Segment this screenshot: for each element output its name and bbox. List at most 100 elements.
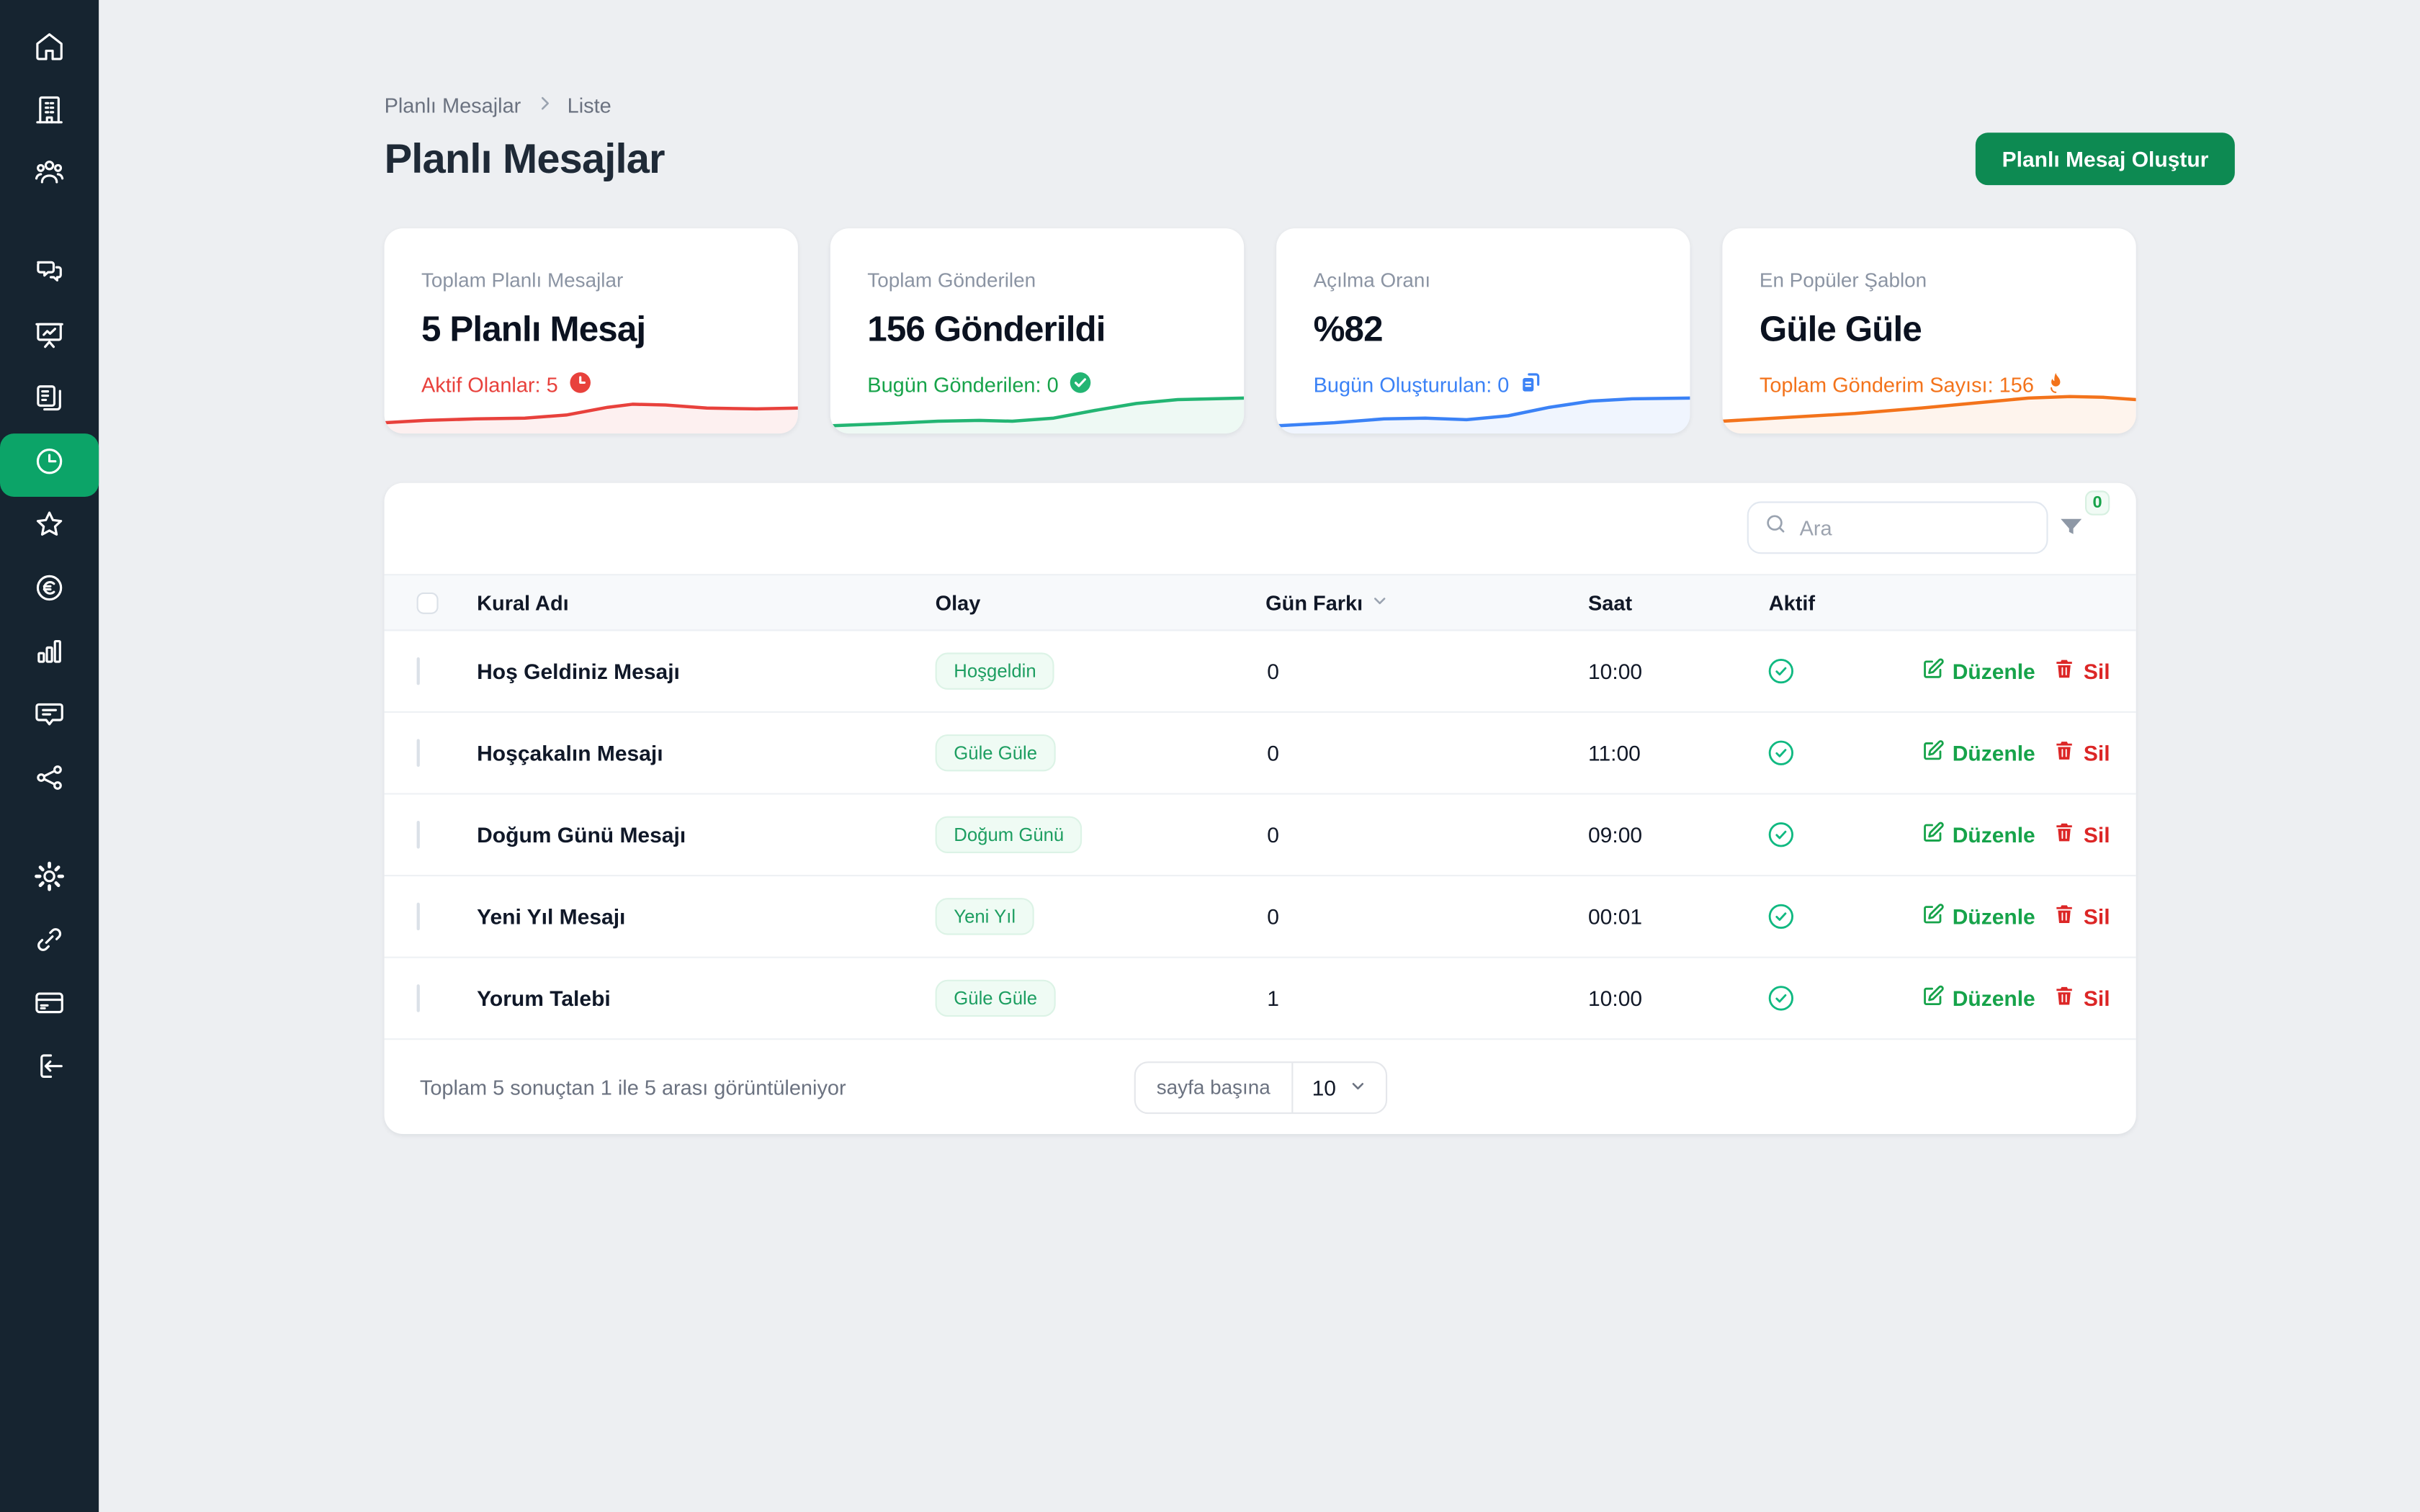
- clock-icon: [32, 444, 66, 486]
- edit-pencil-icon: [1922, 657, 1945, 685]
- bar-chart-icon: [32, 634, 66, 676]
- event-badge: Hoşgeldin: [935, 652, 1055, 690]
- clock-badge-icon: [568, 370, 592, 400]
- edit-button[interactable]: Düzenle: [1922, 821, 2035, 849]
- trash-icon: [2053, 739, 2076, 767]
- time-value: 10:00: [1588, 659, 1643, 684]
- flame-icon: [2043, 370, 2068, 400]
- active-check-icon: [1765, 737, 1796, 768]
- search-icon: [1764, 512, 1787, 543]
- row-checkbox[interactable]: [416, 821, 420, 849]
- day-diff-value: 0: [1267, 904, 1279, 929]
- stat-label: Açılma Oranı: [1313, 268, 1431, 292]
- select-all-checkbox[interactable]: [416, 591, 439, 613]
- trash-icon: [2053, 657, 2076, 685]
- stat-card-total-sent: Toplam Gönderilen 156 Gönderildi Bugün G…: [830, 228, 1245, 434]
- home-icon: [32, 30, 66, 71]
- stat-value: %82: [1313, 308, 1384, 349]
- sidebar-item-payments[interactable]: [0, 560, 99, 624]
- breadcrumb-item-current[interactable]: Liste: [567, 94, 611, 117]
- sidebar-item-analytics[interactable]: [0, 624, 99, 687]
- row-checkbox[interactable]: [416, 739, 420, 767]
- column-header-event: Olay: [935, 590, 981, 614]
- time-value: 10:00: [1588, 986, 1643, 1011]
- sidebar-item-templates[interactable]: [0, 370, 99, 433]
- row-checkbox[interactable]: [416, 984, 420, 1012]
- edit-pencil-icon: [1922, 821, 1945, 849]
- sidebar-item-settings[interactable]: [0, 849, 99, 912]
- edit-pencil-icon: [1922, 903, 1945, 931]
- sort-chevron-down-icon: [1371, 591, 1389, 614]
- delete-button[interactable]: Sil: [2053, 821, 2110, 849]
- credit-card-icon: [32, 986, 66, 1027]
- day-diff-value: 1: [1267, 986, 1279, 1011]
- chevron-right-icon: [535, 94, 554, 117]
- table-row: Yeni Yıl Mesajı Yeni Yıl 0 00:01 Düzenle…: [384, 876, 2136, 958]
- delete-button[interactable]: Sil: [2053, 984, 2110, 1012]
- sparkline-orange: [1722, 395, 2136, 434]
- chevron-down-icon: [1348, 1075, 1367, 1099]
- sidebar-item-scheduled-messages[interactable]: [0, 433, 99, 497]
- per-page-label: sayfa başına: [1135, 1062, 1294, 1112]
- filter-button[interactable]: 0: [2053, 490, 2110, 556]
- edit-button[interactable]: Düzenle: [1922, 657, 2035, 685]
- rule-name: Hoş Geldiniz Mesajı: [477, 659, 680, 684]
- column-header-active: Aktif: [1768, 590, 1815, 614]
- sidebar-item-customers[interactable]: [0, 145, 99, 208]
- column-header-time: Saat: [1588, 590, 1633, 614]
- sidebar-item-chats[interactable]: [0, 244, 99, 307]
- rule-name: Yeni Yıl Mesajı: [477, 904, 626, 929]
- edit-pencil-icon: [1922, 984, 1945, 1012]
- day-diff-value: 0: [1267, 822, 1279, 847]
- stat-value: 5 Planlı Mesaj: [421, 308, 646, 349]
- row-checkbox[interactable]: [416, 657, 420, 685]
- sidebar-item-billing[interactable]: [0, 975, 99, 1038]
- sidebar-item-feedback[interactable]: [0, 687, 99, 750]
- column-header-day-diff[interactable]: Gün Farkı: [1265, 591, 1389, 614]
- chat-bubbles-icon: [32, 255, 66, 297]
- table-row: Hoş Geldiniz Mesajı Hoşgeldin 0 10:00 Dü…: [384, 631, 2136, 713]
- presentation-chart-icon: [32, 318, 66, 359]
- breadcrumb: Planlı Mesajlar Liste: [385, 94, 611, 117]
- sparkline-blue: [1276, 396, 1690, 434]
- rule-name: Doğum Günü Mesajı: [477, 822, 686, 847]
- stat-value: Güle Güle: [1759, 308, 1922, 349]
- main-content: Planlı Mesajlar Liste Planlı Mesajlar Pl…: [99, 0, 2420, 1512]
- sidebar-item-campaigns[interactable]: [0, 307, 99, 370]
- filter-count-badge: 0: [2084, 490, 2110, 516]
- table-header-row: Kural Adı Olay Gün Farkı Saat Aktif: [384, 574, 2136, 631]
- sidebar-item-company[interactable]: [0, 82, 99, 145]
- search-input[interactable]: [1799, 516, 2031, 539]
- edit-button[interactable]: Düzenle: [1922, 984, 2035, 1012]
- trash-icon: [2053, 821, 2076, 849]
- edit-button[interactable]: Düzenle: [1922, 739, 2035, 767]
- trash-icon: [2053, 903, 2076, 931]
- breadcrumb-item-parent[interactable]: Planlı Mesajlar: [384, 94, 521, 117]
- sidebar-item-home[interactable]: [0, 19, 99, 82]
- page-title: Planlı Mesajlar: [384, 135, 666, 182]
- link-icon: [32, 922, 66, 964]
- row-checkbox[interactable]: [416, 902, 420, 931]
- sidebar-item-logout[interactable]: [0, 1038, 99, 1102]
- table-row: Doğum Günü Mesajı Doğum Günü 0 09:00 Düz…: [384, 795, 2136, 877]
- stat-cards: Toplam Planlı Mesajlar 5 Planlı Mesaj Ak…: [384, 228, 2136, 434]
- active-check-icon: [1765, 983, 1796, 1014]
- sidebar-item-integrations[interactable]: [0, 912, 99, 975]
- check-circle-badge-icon: [1068, 370, 1093, 400]
- table-row: Yorum Talebi Güle Güle 1 10:00 Düzenle S…: [384, 958, 2136, 1040]
- time-value: 11:00: [1588, 740, 1641, 765]
- stat-label: Toplam Planlı Mesajlar: [421, 268, 624, 292]
- delete-button[interactable]: Sil: [2053, 657, 2110, 685]
- edit-button[interactable]: Düzenle: [1922, 903, 2035, 931]
- delete-button[interactable]: Sil: [2053, 739, 2110, 767]
- stat-subtext: Bugün Gönderilen: 0: [867, 370, 1093, 400]
- templates-copy-icon: [32, 381, 66, 423]
- table-toolbar: 0: [385, 483, 2136, 574]
- sidebar-item-share[interactable]: [0, 750, 99, 813]
- sidebar-item-favorites[interactable]: [0, 497, 99, 560]
- trash-icon: [2053, 984, 2076, 1012]
- create-scheduled-message-button[interactable]: Planlı Mesaj Oluştur: [1976, 132, 2235, 186]
- per-page-select[interactable]: sayfa başına 10: [1133, 1061, 1387, 1114]
- star-icon: [32, 508, 66, 549]
- delete-button[interactable]: Sil: [2053, 903, 2110, 931]
